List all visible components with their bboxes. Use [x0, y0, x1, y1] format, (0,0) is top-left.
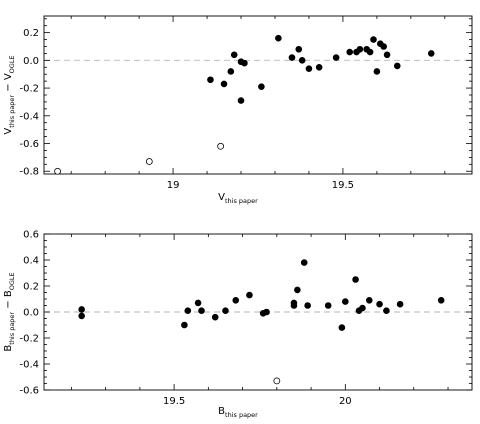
data-point-filled	[241, 59, 248, 67]
data-point-filled	[342, 298, 349, 305]
data-point-open	[54, 167, 61, 175]
axis-label-subscript: this paper	[8, 312, 16, 345]
axis-label-subscript: this paper	[225, 197, 258, 205]
data-point-filled	[304, 302, 311, 309]
data-point-filled	[298, 57, 306, 64]
axis-label-text: B	[218, 406, 225, 417]
y-tick-label: 0.0	[23, 308, 39, 319]
y-tick-label: -0.4	[19, 111, 39, 122]
data-point-filled	[300, 259, 308, 266]
data-point-filled	[230, 51, 238, 59]
data-point-filled	[376, 300, 383, 308]
data-point-filled	[263, 308, 270, 316]
axis-label-subscript: OGLE	[8, 272, 16, 290]
y-tick-label: 0.2	[23, 282, 39, 293]
data-point-filled	[383, 51, 391, 59]
data-point-filled	[295, 45, 303, 53]
y-tick-label: -0.2	[19, 334, 39, 345]
data-point-filled	[181, 321, 188, 329]
data-point-filled	[222, 307, 229, 315]
data-point-filled	[294, 286, 301, 294]
data-point-filled	[365, 296, 373, 304]
axis-label-text: − B	[3, 290, 14, 312]
axis-label: Vthis paper	[218, 192, 258, 205]
x-tick-label: 19.5	[163, 396, 185, 407]
data-point-filled	[396, 300, 404, 308]
data-point-filled	[78, 306, 85, 313]
chart-panel-b: 0.6 0.4 0.2 0.0 -0.2 -0.4 -0.6 19.5 20 Bthis pape…	[3, 230, 473, 419]
data-point-filled	[78, 312, 85, 320]
data-point-filled	[346, 48, 354, 56]
data-point-filled	[184, 307, 192, 315]
data-point-filled	[373, 68, 381, 75]
data-point-filled	[356, 45, 364, 53]
data-point-open	[273, 377, 281, 385]
x-tick-label: 19	[167, 180, 180, 191]
y-tick-label: -0.4	[19, 360, 39, 371]
data-point-filled	[383, 307, 390, 315]
data-point-filled	[258, 83, 265, 90]
data-point-filled	[338, 324, 346, 331]
axis-label-subscript: this paper	[8, 95, 16, 128]
x-tick-label: 20	[339, 396, 352, 407]
axis-label: Bthis paper	[218, 406, 258, 419]
data-point-filled	[227, 68, 235, 75]
axis-label-text: B	[3, 345, 14, 352]
data-point-filled	[324, 302, 332, 309]
y-tick-label: 0.6	[23, 230, 39, 241]
y-tick-label: 0.4	[23, 256, 39, 267]
data-point-filled	[232, 296, 240, 304]
axis-label-text: V	[218, 192, 225, 203]
plot-frame	[43, 15, 473, 175]
data-point-filled	[315, 63, 323, 71]
data-point-filled	[220, 80, 228, 88]
axis-label: Bthis paper − BOGLE	[3, 272, 16, 351]
data-point-filled	[237, 97, 245, 104]
axis-label-text: − V	[3, 73, 14, 95]
data-point-filled	[290, 299, 298, 307]
data-point-open	[217, 142, 225, 150]
data-point-filled	[194, 299, 202, 307]
data-point-filled	[437, 296, 445, 304]
x-tick-label: 19.5	[332, 180, 354, 191]
y-tick-label: -0.6	[19, 386, 39, 397]
data-point-filled	[211, 313, 219, 321]
axis-label-subscript: OGLE	[8, 55, 16, 73]
y-tick-label: -0.6	[19, 139, 39, 150]
data-point-filled	[393, 62, 401, 70]
y-tick-label: 0.2	[23, 28, 39, 39]
data-point-filled	[366, 48, 374, 56]
data-point-filled	[275, 34, 282, 42]
axis-label-subscript: this paper	[225, 411, 258, 419]
axis-label: Vthis paper − VOGLE	[3, 55, 16, 134]
y-tick-label: 0.0	[23, 56, 39, 67]
data-point-filled	[198, 307, 205, 315]
data-point-filled	[370, 36, 377, 43]
data-point-open	[145, 158, 153, 165]
data-point-filled	[427, 50, 435, 57]
data-point-filled	[380, 43, 387, 50]
data-point-filled	[359, 304, 366, 312]
y-tick-label: -0.8	[19, 167, 39, 178]
data-point-filled	[288, 54, 296, 61]
data-point-filled	[305, 65, 313, 72]
data-point-filled	[352, 276, 359, 283]
axis-label-text: V	[3, 128, 14, 135]
y-tick-label: -0.2	[19, 84, 39, 95]
data-point-filled	[332, 54, 340, 61]
data-point-filled	[207, 76, 214, 84]
data-point-filled	[246, 291, 253, 299]
